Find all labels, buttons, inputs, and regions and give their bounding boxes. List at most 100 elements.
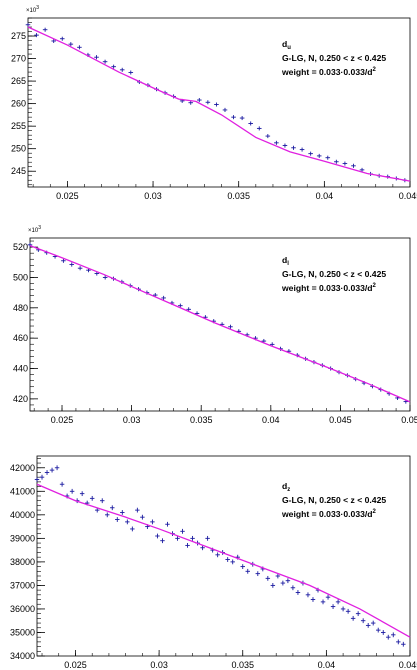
panel-annotation: weight = 0.033·0.033/d2 <box>281 283 377 293</box>
panel-annotation: weight = 0.033·0.033/d2 <box>281 509 377 519</box>
data-point <box>140 514 145 520</box>
data-point <box>69 488 75 494</box>
data-point <box>380 630 386 635</box>
data-point <box>295 590 301 595</box>
x-tick-label: 0.045 <box>399 191 417 201</box>
data-point <box>386 634 391 640</box>
data-point <box>256 126 262 131</box>
panel-subtitle: G-LG, N, 0.250 < z < 0.425 <box>282 53 386 63</box>
data-point <box>351 163 356 168</box>
data-point <box>59 481 65 487</box>
data-point <box>365 623 371 628</box>
x-tick-label: 0.035 <box>227 191 250 201</box>
data-point <box>308 151 313 156</box>
data-point <box>77 266 83 271</box>
plot-frame <box>36 455 411 657</box>
fit-curve <box>29 244 411 403</box>
data-point <box>375 627 381 633</box>
data-point <box>205 535 210 541</box>
y-multiplier-label: ×103 <box>28 225 41 234</box>
y-tick-label: 255 <box>11 121 26 131</box>
data-point <box>200 545 205 551</box>
x-tick-label: 0.03 <box>144 191 162 201</box>
data-point <box>340 606 346 612</box>
data-point <box>330 604 336 609</box>
chart-panel-dl: 0.025 0.03 0.035 0.04 0.045 0.05 420 440 460 480 5… <box>13 225 417 425</box>
data-point <box>360 618 366 624</box>
data-point <box>161 295 166 301</box>
data-point <box>44 470 50 475</box>
panel-title: dl <box>282 255 289 267</box>
y-tick-label: 260 <box>11 99 26 109</box>
data-point <box>240 564 245 569</box>
data-point <box>180 528 185 534</box>
data-point <box>316 153 322 158</box>
data-point <box>230 559 235 565</box>
data-point <box>77 45 82 50</box>
data-point <box>59 36 65 41</box>
y-tick-label: 250 <box>11 144 26 154</box>
data-point <box>34 477 40 482</box>
x-tick-label: 0.025 <box>56 191 79 201</box>
x-tick-label: 0.03 <box>123 415 141 425</box>
data-point <box>325 594 331 600</box>
data-point <box>285 578 291 584</box>
data-point <box>125 519 130 525</box>
y-tick-label: 39000 <box>10 533 35 543</box>
panel-subtitle: G-LG, N, 0.250 < z < 0.425 <box>282 269 386 279</box>
data-point <box>61 258 66 263</box>
data-point <box>155 533 160 539</box>
data-point <box>282 143 288 148</box>
data-point <box>280 580 286 586</box>
data-point <box>270 583 276 588</box>
y-tick-label: 41000 <box>10 486 35 496</box>
plot-frame <box>29 237 411 412</box>
data-point <box>190 535 195 541</box>
data-point <box>49 467 55 473</box>
chart-panel-du: 0.025 0.03 0.035 0.04 0.045 245 250 255 260 265 27… <box>11 5 417 201</box>
data-point <box>239 116 245 121</box>
data-point <box>396 639 401 645</box>
data-point <box>245 568 250 574</box>
data-point <box>54 465 60 471</box>
panel-annotation: weight = 0.033·0.033/d2 <box>281 67 377 77</box>
x-tick-label: 0.045 <box>399 660 417 670</box>
x-tick-label: 0.04 <box>318 660 336 670</box>
data-point <box>228 324 233 329</box>
panel-title: du <box>282 39 291 51</box>
data-point <box>186 307 191 312</box>
x-tick-label: 0.025 <box>64 660 87 670</box>
data-point <box>34 33 39 38</box>
data-point <box>225 557 230 562</box>
x-tick-label: 0.045 <box>329 415 352 425</box>
data-point <box>79 491 85 497</box>
data-point <box>135 507 140 513</box>
y-tick-label: 245 <box>11 166 26 176</box>
x-tick-label: 0.025 <box>51 415 74 425</box>
data-point <box>69 262 75 267</box>
data-point <box>265 134 271 139</box>
data-point <box>128 70 134 75</box>
data-point <box>115 517 120 522</box>
y-tick-label: 42000 <box>10 463 35 473</box>
y-tick-label: 275 <box>11 31 26 41</box>
data-point <box>120 510 125 515</box>
data-point <box>215 552 220 558</box>
data-point <box>342 161 348 166</box>
y-tick-label: 265 <box>11 76 26 86</box>
data-point <box>310 597 316 602</box>
data-point <box>370 620 376 626</box>
chart-panel-dz: 0.025 0.03 0.035 0.04 0.045 34000 35000 36000 37… <box>10 455 417 670</box>
data-point <box>334 159 339 164</box>
data-point <box>89 495 95 501</box>
data-point <box>119 67 125 72</box>
data-point <box>291 145 296 150</box>
y-tick-label: 40000 <box>10 510 35 520</box>
data-point <box>130 526 135 532</box>
data-point <box>111 64 116 69</box>
data-point <box>391 632 396 638</box>
data-point <box>214 102 219 107</box>
data-point <box>39 474 45 480</box>
fit-curve <box>27 26 411 182</box>
y-multiplier-label: ×103 <box>26 5 39 14</box>
